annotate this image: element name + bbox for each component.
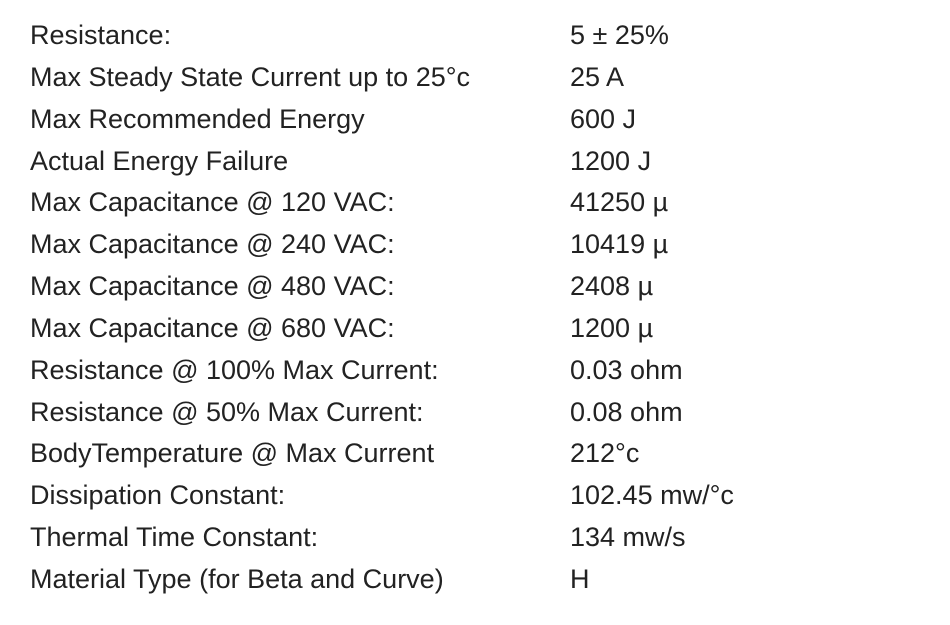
spec-label: Max Recommended Energy [30,99,570,141]
spec-row: Actual Energy Failure 1200 J [30,141,920,183]
spec-row: Thermal Time Constant: 134 mw/s [30,517,920,559]
spec-label: Resistance @ 50% Max Current: [30,392,570,434]
spec-label: Material Type (for Beta and Curve) [30,559,570,601]
spec-value: 212°c [570,433,920,475]
spec-row: Max Capacitance @ 120 VAC: 41250 µ [30,182,920,224]
spec-value: 0.03 ohm [570,350,920,392]
spec-label: Max Capacitance @ 480 VAC: [30,266,570,308]
spec-value: 5 ± 25% [570,15,920,57]
spec-value: 25 A [570,57,920,99]
spec-row: Resistance @ 100% Max Current: 0.03 ohm [30,350,920,392]
spec-value: 600 J [570,99,920,141]
spec-row: Max Recommended Energy 600 J [30,99,920,141]
spec-label: Resistance @ 100% Max Current: [30,350,570,392]
spec-label: Max Capacitance @ 120 VAC: [30,182,570,224]
spec-row: BodyTemperature @ Max Current 212°c [30,433,920,475]
spec-label: Max Capacitance @ 680 VAC: [30,308,570,350]
spec-row: Material Type (for Beta and Curve) H [30,559,920,601]
spec-label: Thermal Time Constant: [30,517,570,559]
spec-value: 10419 µ [570,224,920,266]
spec-value: 41250 µ [570,182,920,224]
spec-label: Max Capacitance @ 240 VAC: [30,224,570,266]
spec-label: Resistance: [30,15,570,57]
spec-value: 1200 µ [570,308,920,350]
spec-row: Max Capacitance @ 240 VAC: 10419 µ [30,224,920,266]
spec-value: H [570,559,920,601]
spec-value: 0.08 ohm [570,392,920,434]
spec-label: Actual Energy Failure [30,141,570,183]
spec-value: 102.45 mw/°c [570,475,920,517]
spec-value: 2408 µ [570,266,920,308]
spec-row: Dissipation Constant: 102.45 mw/°c [30,475,920,517]
spec-row: Max Capacitance @ 480 VAC: 2408 µ [30,266,920,308]
spec-row: Max Steady State Current up to 25°c 25 A [30,57,920,99]
specifications-table: Resistance: 5 ± 25% Max Steady State Cur… [30,15,920,601]
spec-label: BodyTemperature @ Max Current [30,433,570,475]
spec-label: Dissipation Constant: [30,475,570,517]
spec-value: 1200 J [570,141,920,183]
spec-label: Max Steady State Current up to 25°c [30,57,570,99]
spec-value: 134 mw/s [570,517,920,559]
spec-row: Resistance: 5 ± 25% [30,15,920,57]
spec-row: Max Capacitance @ 680 VAC: 1200 µ [30,308,920,350]
spec-row: Resistance @ 50% Max Current: 0.08 ohm [30,392,920,434]
